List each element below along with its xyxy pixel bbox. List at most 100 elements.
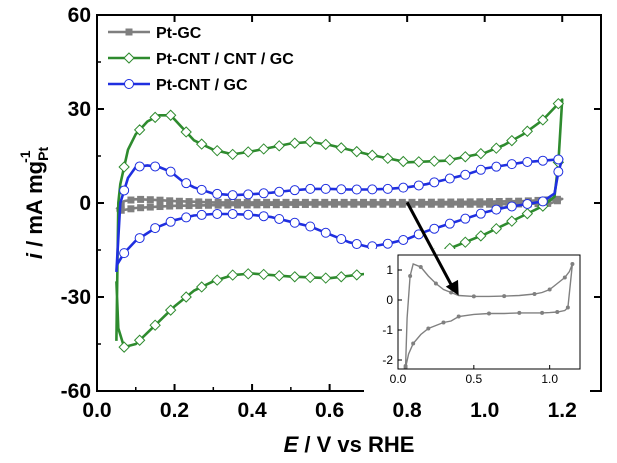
data-point bbox=[175, 197, 183, 205]
data-point bbox=[211, 144, 223, 157]
data-point bbox=[506, 215, 518, 227]
x-tick-label: 1.0 bbox=[470, 399, 499, 422]
data-point bbox=[305, 221, 316, 232]
data-point bbox=[515, 200, 523, 208]
data-point bbox=[164, 304, 177, 316]
y-axis-unit: / mA mg bbox=[22, 161, 47, 253]
data-point bbox=[196, 209, 207, 220]
data-point bbox=[486, 200, 494, 208]
inset-data-point bbox=[547, 287, 552, 292]
data-point bbox=[156, 196, 164, 204]
data-point bbox=[330, 200, 338, 208]
data-point bbox=[118, 341, 130, 353]
data-point bbox=[150, 223, 161, 234]
data-point bbox=[234, 201, 242, 209]
y-tick-label: -60 bbox=[61, 380, 91, 403]
data-point bbox=[360, 200, 368, 208]
data-point bbox=[274, 213, 285, 224]
data-point bbox=[321, 200, 329, 208]
data-point bbox=[292, 201, 300, 209]
data-point bbox=[304, 271, 316, 284]
inset-data-point bbox=[555, 310, 560, 314]
data-point bbox=[369, 200, 377, 208]
inset-data-point bbox=[433, 281, 438, 286]
data-point bbox=[305, 183, 316, 194]
legend-marker bbox=[124, 79, 134, 89]
data-point bbox=[133, 124, 146, 136]
series-pt-cnt-gc bbox=[115, 154, 564, 272]
y-axis-var: i bbox=[22, 252, 47, 259]
inset-data-point bbox=[441, 320, 446, 325]
data-point bbox=[491, 161, 502, 172]
data-point bbox=[258, 268, 270, 281]
inset-data-point bbox=[532, 292, 537, 296]
data-point bbox=[351, 239, 362, 250]
data-point bbox=[185, 198, 193, 206]
series-pt-gc bbox=[115, 195, 564, 214]
data-point bbox=[444, 154, 456, 166]
data-point bbox=[195, 198, 203, 206]
data-point bbox=[180, 126, 192, 138]
y-axis-sup: -1 bbox=[17, 150, 33, 163]
data-point bbox=[304, 136, 316, 148]
data-point bbox=[149, 319, 161, 331]
data-point bbox=[335, 271, 347, 283]
data-point bbox=[427, 200, 435, 208]
data-point bbox=[336, 184, 347, 195]
data-point bbox=[382, 238, 393, 249]
data-point bbox=[475, 164, 486, 175]
data-point bbox=[491, 204, 502, 215]
data-point bbox=[437, 200, 445, 208]
data-point bbox=[214, 201, 222, 209]
y-tick-label: 60 bbox=[68, 4, 91, 27]
data-point bbox=[553, 166, 564, 177]
data-point bbox=[242, 146, 254, 158]
data-point bbox=[490, 142, 503, 154]
data-point bbox=[119, 248, 130, 259]
data-point bbox=[195, 201, 203, 209]
data-point bbox=[180, 291, 192, 303]
data-point bbox=[226, 148, 239, 161]
arrow-head bbox=[445, 279, 459, 296]
data-point bbox=[418, 200, 426, 208]
legend-label: Pt-CNT / CNT / GC bbox=[156, 51, 294, 68]
legend-entry-pt-cnt-cnt-gc: Pt-CNT / CNT / GC bbox=[108, 51, 294, 68]
data-point bbox=[506, 201, 517, 212]
data-point bbox=[212, 208, 223, 219]
data-point bbox=[466, 200, 474, 208]
data-point bbox=[272, 201, 280, 209]
inset-data-point bbox=[565, 305, 570, 310]
inset-data-point bbox=[471, 294, 476, 299]
data-point bbox=[149, 111, 161, 124]
data-point bbox=[227, 208, 238, 219]
inset-background bbox=[364, 249, 590, 397]
axes-layer: 0.0 0.2 0.4 0.6 0.8 1.0 1.2 -60 -30 0 30 60 E / V vs… bbox=[17, 4, 602, 457]
data-point bbox=[350, 200, 358, 208]
inset-data-point bbox=[517, 310, 522, 315]
data-point bbox=[165, 216, 176, 227]
data-point bbox=[413, 156, 425, 168]
data-point bbox=[212, 188, 223, 199]
data-point bbox=[534, 200, 542, 208]
data-point bbox=[490, 222, 503, 235]
data-point bbox=[320, 183, 331, 194]
data-point bbox=[175, 202, 183, 210]
legend-label: Pt-CNT / GC bbox=[156, 77, 248, 94]
data-point bbox=[506, 159, 517, 170]
data-point bbox=[134, 233, 145, 244]
data-point bbox=[137, 204, 145, 212]
data-point bbox=[243, 201, 251, 209]
x-tick-label: 0.8 bbox=[393, 399, 423, 422]
inset-chart: 0.0 0.5 1.0 1 0 -1 -2 bbox=[364, 249, 590, 397]
data-point bbox=[320, 138, 332, 151]
data-point bbox=[389, 200, 397, 208]
inset-y-tick-label: -1 bbox=[382, 323, 393, 337]
data-point bbox=[242, 268, 254, 280]
data-point bbox=[289, 185, 300, 196]
data-point bbox=[150, 161, 161, 172]
inset-data-point bbox=[502, 294, 507, 299]
data-point bbox=[166, 197, 174, 205]
data-point bbox=[459, 236, 472, 248]
inset-pointer-arrow bbox=[405, 201, 459, 296]
inset-y-tick-label: 1 bbox=[386, 263, 393, 277]
